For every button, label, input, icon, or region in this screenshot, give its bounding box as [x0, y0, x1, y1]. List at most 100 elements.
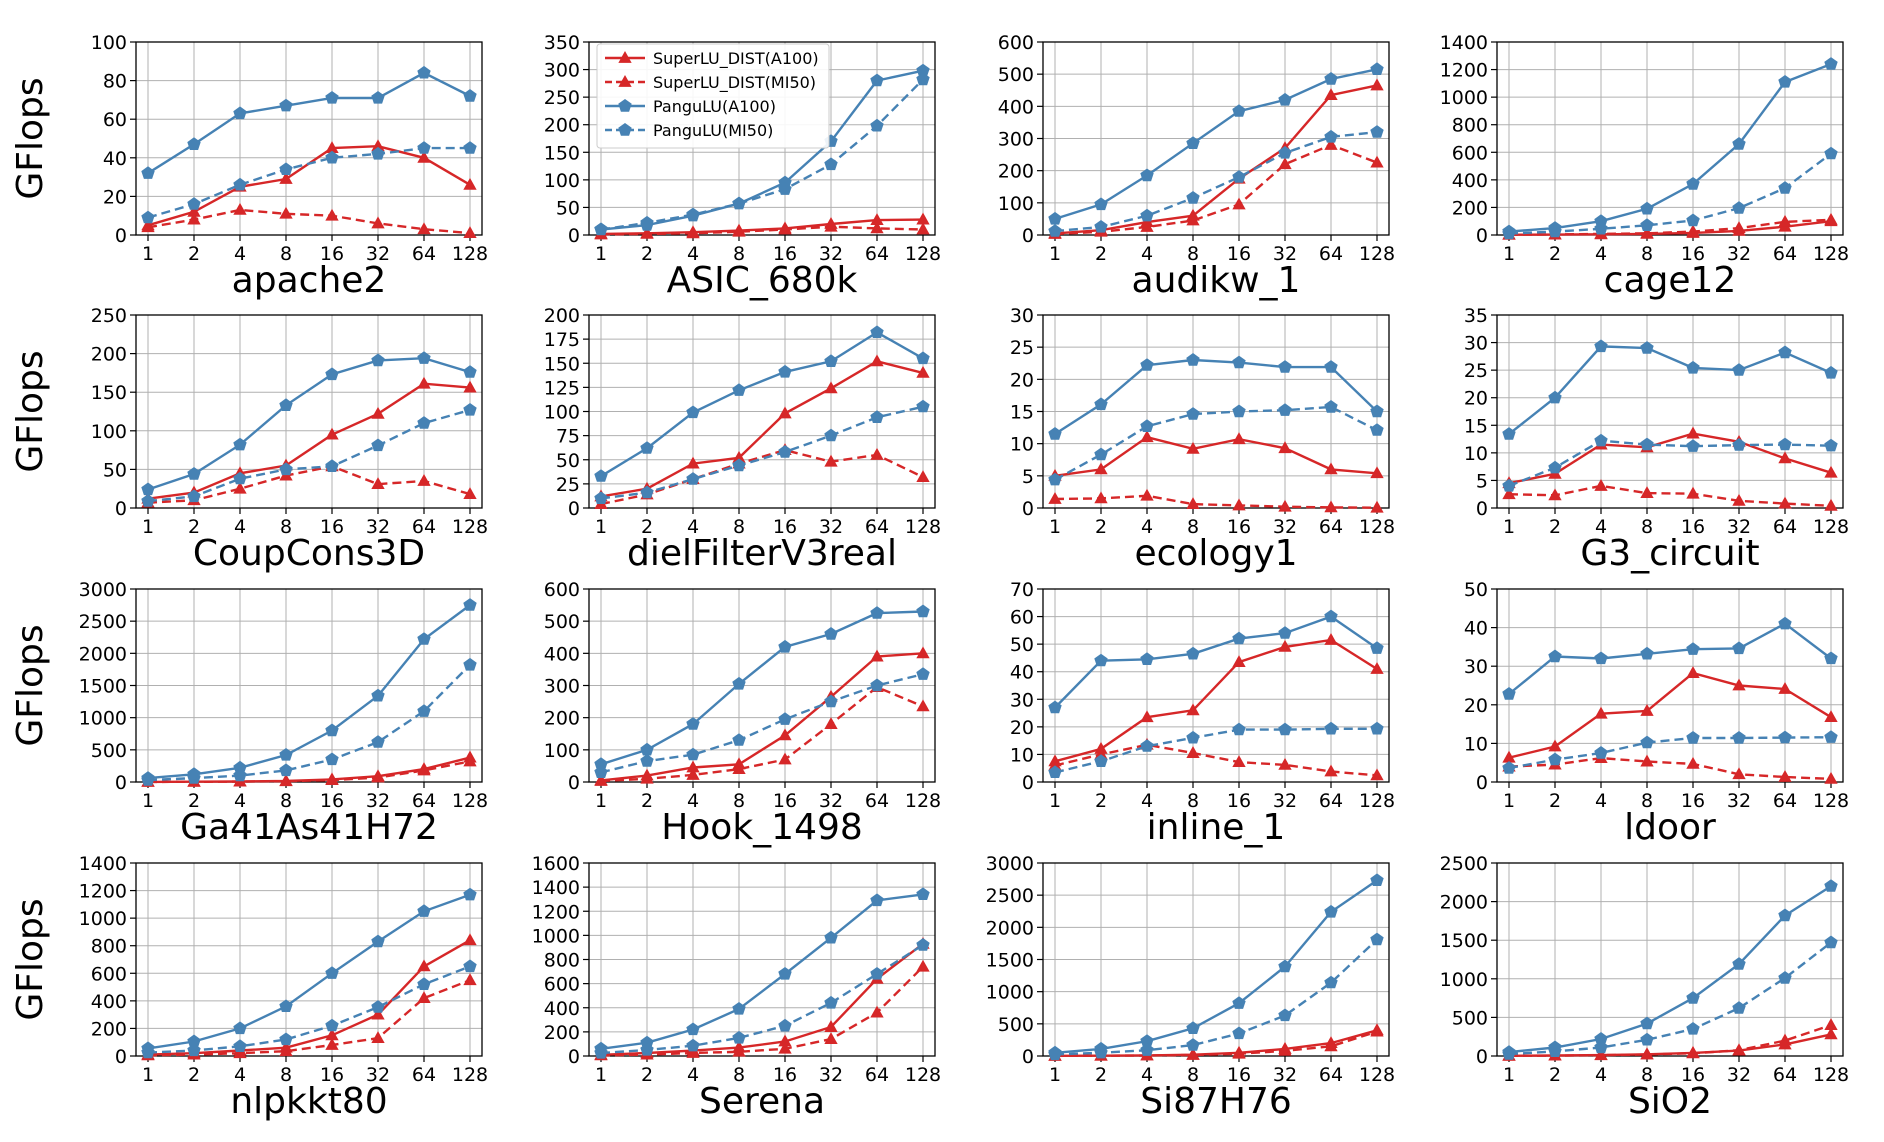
- data-point-marker: [417, 991, 431, 1003]
- series-line: [600, 405, 924, 500]
- data-point-marker: [1324, 462, 1338, 475]
- y-tick-label: 0: [115, 498, 127, 520]
- data-point-marker: [916, 470, 930, 483]
- y-tick-label: 60: [1010, 607, 1034, 629]
- data-point-marker: [1186, 746, 1200, 758]
- y-tick-label: 300: [544, 60, 580, 82]
- series-line: [1508, 671, 1832, 759]
- data-point-marker: [1640, 226, 1654, 239]
- y-tick-label: 200: [544, 1022, 580, 1044]
- data-point-marker: [1824, 438, 1838, 452]
- data-point-marker: [870, 410, 884, 423]
- data-point-marker: [1370, 641, 1384, 654]
- data-point-marker: [371, 139, 385, 152]
- data-point-marker: [732, 458, 746, 472]
- data-point-marker: [1824, 365, 1838, 379]
- data-point-marker: [824, 1020, 838, 1032]
- data-point-marker: [417, 763, 431, 776]
- series-line: [1054, 938, 1378, 1056]
- y-tick-label: 1000: [79, 708, 127, 730]
- series-line: [1054, 615, 1378, 709]
- data-point-marker: [141, 220, 155, 233]
- y-tick-label: 30: [1010, 305, 1034, 327]
- data-point-marker: [916, 699, 930, 712]
- x-tick-label: 4: [1141, 790, 1153, 812]
- data-point-marker: [1232, 722, 1246, 736]
- x-tick-label: 64: [1773, 1064, 1797, 1086]
- data-point-marker: [463, 365, 477, 378]
- x-tick-label: 64: [412, 243, 436, 265]
- x-tick-label: 16: [773, 1064, 797, 1086]
- y-tick-label: 2500: [1440, 853, 1488, 875]
- data-point-marker: [187, 212, 201, 225]
- series-line: [600, 965, 924, 1057]
- data-point-marker: [1186, 441, 1200, 454]
- y-tick-label: 0: [1022, 498, 1034, 520]
- y-tick-label: 20: [1010, 717, 1034, 739]
- data-point-marker: [417, 977, 431, 990]
- data-point-marker: [1048, 211, 1062, 225]
- series-line: [1054, 435, 1378, 477]
- data-point-marker: [417, 141, 431, 154]
- subplot-title: Si87H76: [1140, 1081, 1292, 1122]
- data-point-marker: [1824, 710, 1838, 723]
- data-point-marker: [1232, 197, 1246, 210]
- data-point-marker: [1732, 363, 1746, 376]
- data-point-marker: [1594, 706, 1608, 719]
- y-axis-label: GFlops: [10, 898, 51, 1020]
- x-tick-label: 8: [733, 790, 745, 812]
- data-point-marker: [686, 226, 700, 239]
- y-tick-label: 500: [544, 611, 580, 633]
- series-line: [147, 382, 471, 500]
- data-point-marker: [870, 221, 884, 234]
- x-tick-label: 32: [1727, 790, 1751, 812]
- data-point-marker: [1370, 932, 1384, 946]
- subplot-ldoor: 1 2 4 8 16 32 64 128 0 10 20 30 40 50 ldoor: [1464, 579, 1849, 848]
- data-point-marker: [279, 206, 293, 219]
- series-line: [1054, 130, 1378, 233]
- data-point-marker: [463, 887, 477, 901]
- x-tick-label: 16: [320, 516, 344, 538]
- data-point-marker: [1640, 703, 1654, 716]
- data-point-marker: [870, 325, 884, 338]
- y-axis-label: GFlops: [10, 350, 51, 472]
- data-point-marker: [1824, 1018, 1838, 1031]
- data-point-marker: [1140, 219, 1154, 232]
- series-line: [1508, 218, 1832, 236]
- data-point-marker: [640, 742, 654, 756]
- x-tick-label: 128: [905, 516, 941, 538]
- y-tick-label: 800: [91, 936, 127, 958]
- data-point-marker: [1278, 1043, 1292, 1056]
- data-point-marker: [778, 1034, 792, 1047]
- data-point-marker: [1640, 341, 1654, 354]
- data-point-marker: [1324, 137, 1338, 150]
- data-point-marker: [1324, 609, 1338, 623]
- data-point-marker: [1732, 678, 1746, 691]
- data-point-marker: [732, 196, 746, 210]
- axes-frame: [1042, 588, 1390, 783]
- y-tick-label: 175: [544, 329, 580, 351]
- y-tick-label: 50: [103, 459, 127, 481]
- data-point-marker: [778, 182, 792, 195]
- y-tick-label: 30: [1464, 333, 1488, 355]
- data-point-marker: [1594, 746, 1608, 759]
- series-line: [600, 610, 924, 766]
- data-point-marker: [686, 767, 700, 780]
- x-tick-label: 64: [1773, 243, 1797, 265]
- data-point-marker: [187, 1043, 201, 1057]
- data-point-marker: [1778, 1033, 1792, 1046]
- y-tick-label: 1500: [986, 950, 1034, 972]
- y-tick-label: 70: [1010, 579, 1034, 601]
- y-tick-label: 100: [91, 421, 127, 443]
- data-point-marker: [141, 166, 155, 179]
- series-line: [1054, 494, 1378, 509]
- data-point-marker: [1686, 642, 1700, 655]
- y-tick-label: 1000: [986, 982, 1034, 1004]
- data-point-marker: [1640, 437, 1654, 451]
- legend-label: PanguLU(A100): [653, 97, 776, 116]
- x-tick-label: 128: [1359, 1064, 1395, 1086]
- data-point-marker: [463, 403, 477, 416]
- data-point-marker: [463, 973, 477, 986]
- data-point-marker: [1502, 687, 1516, 700]
- data-point-marker: [1640, 646, 1654, 660]
